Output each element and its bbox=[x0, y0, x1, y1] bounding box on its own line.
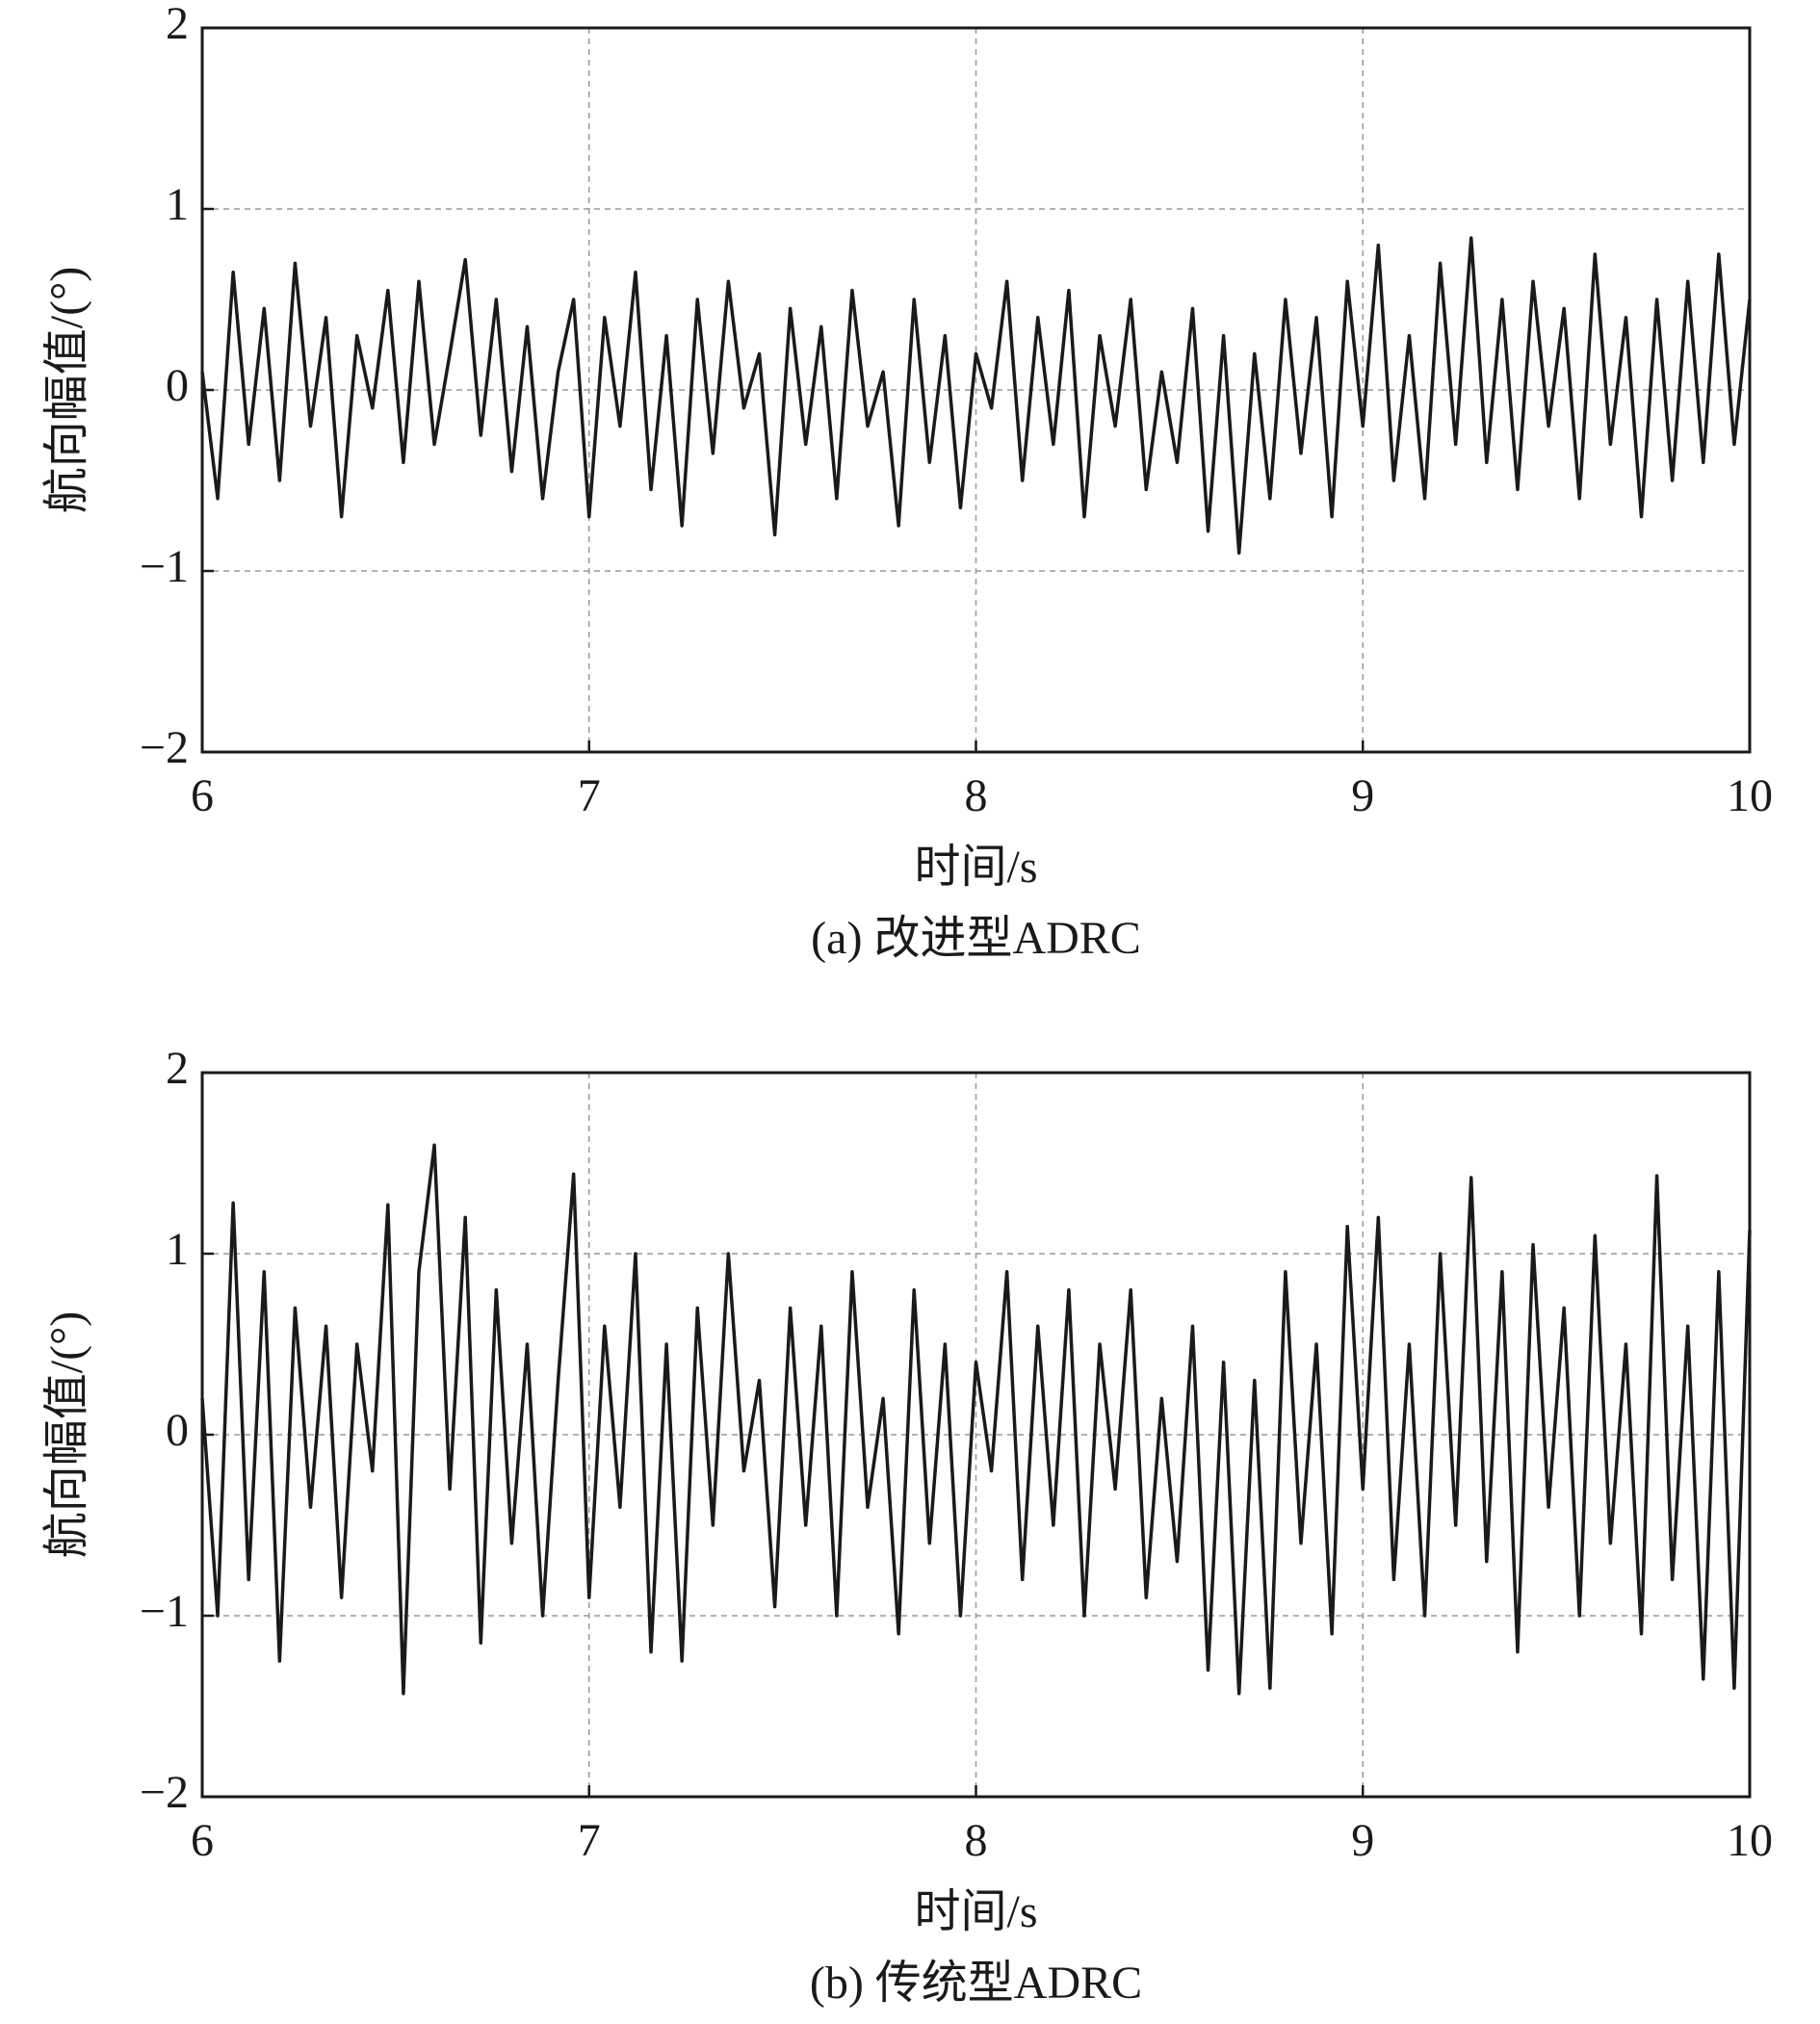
data-line bbox=[200, 236, 1752, 555]
x-tick-label: 9 bbox=[1351, 1815, 1374, 1866]
x-tick-label: 7 bbox=[578, 1815, 601, 1866]
x-tick-label: 6 bbox=[191, 1815, 214, 1866]
x-tick-label: 10 bbox=[1727, 1815, 1773, 1866]
chart-caption: (b) 传统型ADRC bbox=[810, 1958, 1142, 2009]
y-tick-label: 1 bbox=[166, 179, 189, 230]
chart-caption: (a) 改进型ADRC bbox=[811, 913, 1141, 964]
y-tick-label: 2 bbox=[166, 1043, 189, 1094]
x-tick-label: 7 bbox=[578, 770, 601, 821]
y-axis-label: 航向幅值/(°) bbox=[41, 1311, 92, 1559]
x-axis-label: 时间/s bbox=[914, 1886, 1037, 1937]
y-tick-label: 0 bbox=[166, 360, 189, 411]
x-tick-label: 8 bbox=[965, 770, 988, 821]
x-tick-label: 8 bbox=[965, 1815, 988, 1866]
plot-frame bbox=[200, 1071, 1752, 1799]
y-tick-label: −1 bbox=[140, 541, 189, 592]
y-tick-label: 1 bbox=[166, 1224, 189, 1275]
y-tick-label: −1 bbox=[140, 1586, 189, 1637]
y-tick-label: 2 bbox=[166, 0, 189, 49]
y-tick-label: −2 bbox=[140, 722, 189, 773]
y-axis-label: 航向幅值/(°) bbox=[41, 267, 92, 514]
x-tick-label: 10 bbox=[1727, 770, 1773, 821]
y-tick-label: −2 bbox=[140, 1767, 189, 1818]
x-tick-label: 9 bbox=[1351, 770, 1374, 821]
x-tick-label: 6 bbox=[191, 770, 214, 821]
y-tick-label: 0 bbox=[166, 1405, 189, 1456]
data-line bbox=[200, 1143, 1752, 1696]
plot-frame bbox=[200, 26, 1752, 754]
x-axis-label: 时间/s bbox=[914, 842, 1037, 893]
